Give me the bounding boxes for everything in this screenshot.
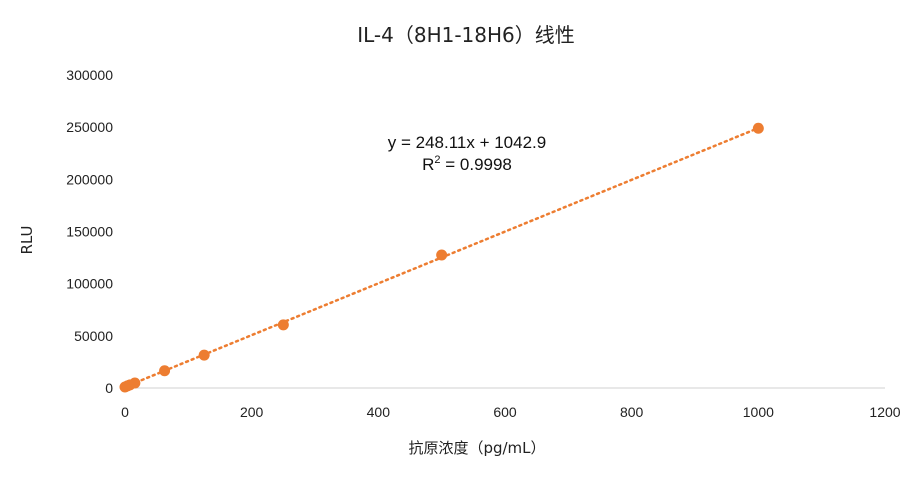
x-axis-label: 抗原浓度（pg/mL） — [408, 439, 545, 457]
y-tick-label: 150000 — [66, 224, 113, 240]
x-tick-label: 1000 — [743, 404, 774, 420]
y-tick-label: 50000 — [74, 328, 113, 344]
chart-title: IL-4（8H1-18H6）线性 — [357, 23, 575, 47]
data-point — [277, 319, 289, 331]
x-tick-label: 0 — [121, 404, 129, 420]
data-point — [436, 249, 448, 261]
data-point — [198, 349, 210, 361]
r2-prefix: R — [422, 155, 434, 174]
y-axis-ticks: 0 50000 100000 150000 200000 250000 300000 — [66, 67, 113, 396]
trendline-equation: y = 248.11x + 1042.9 — [388, 133, 546, 152]
data-point — [129, 377, 141, 389]
y-tick-label: 100000 — [66, 276, 113, 292]
x-tick-label: 400 — [367, 404, 391, 420]
y-tick-label: 250000 — [66, 119, 113, 135]
r2-superscript: 2 — [434, 154, 440, 166]
y-axis-label: RLU — [18, 225, 36, 254]
x-axis-ticks: 0 200 400 600 800 1000 1200 — [121, 404, 901, 420]
y-tick-label: 300000 — [66, 67, 113, 83]
r2-value: = 0.9998 — [441, 155, 512, 174]
data-point — [752, 122, 764, 134]
r-squared-label: R2 = 0.9998 — [422, 154, 512, 174]
data-point — [159, 365, 171, 377]
y-tick-label: 200000 — [66, 171, 113, 187]
data-points — [119, 122, 764, 393]
x-tick-label: 800 — [620, 404, 644, 420]
x-tick-label: 600 — [493, 404, 517, 420]
x-tick-label: 1200 — [869, 404, 900, 420]
x-tick-label: 200 — [240, 404, 264, 420]
y-tick-label: 0 — [105, 380, 113, 396]
